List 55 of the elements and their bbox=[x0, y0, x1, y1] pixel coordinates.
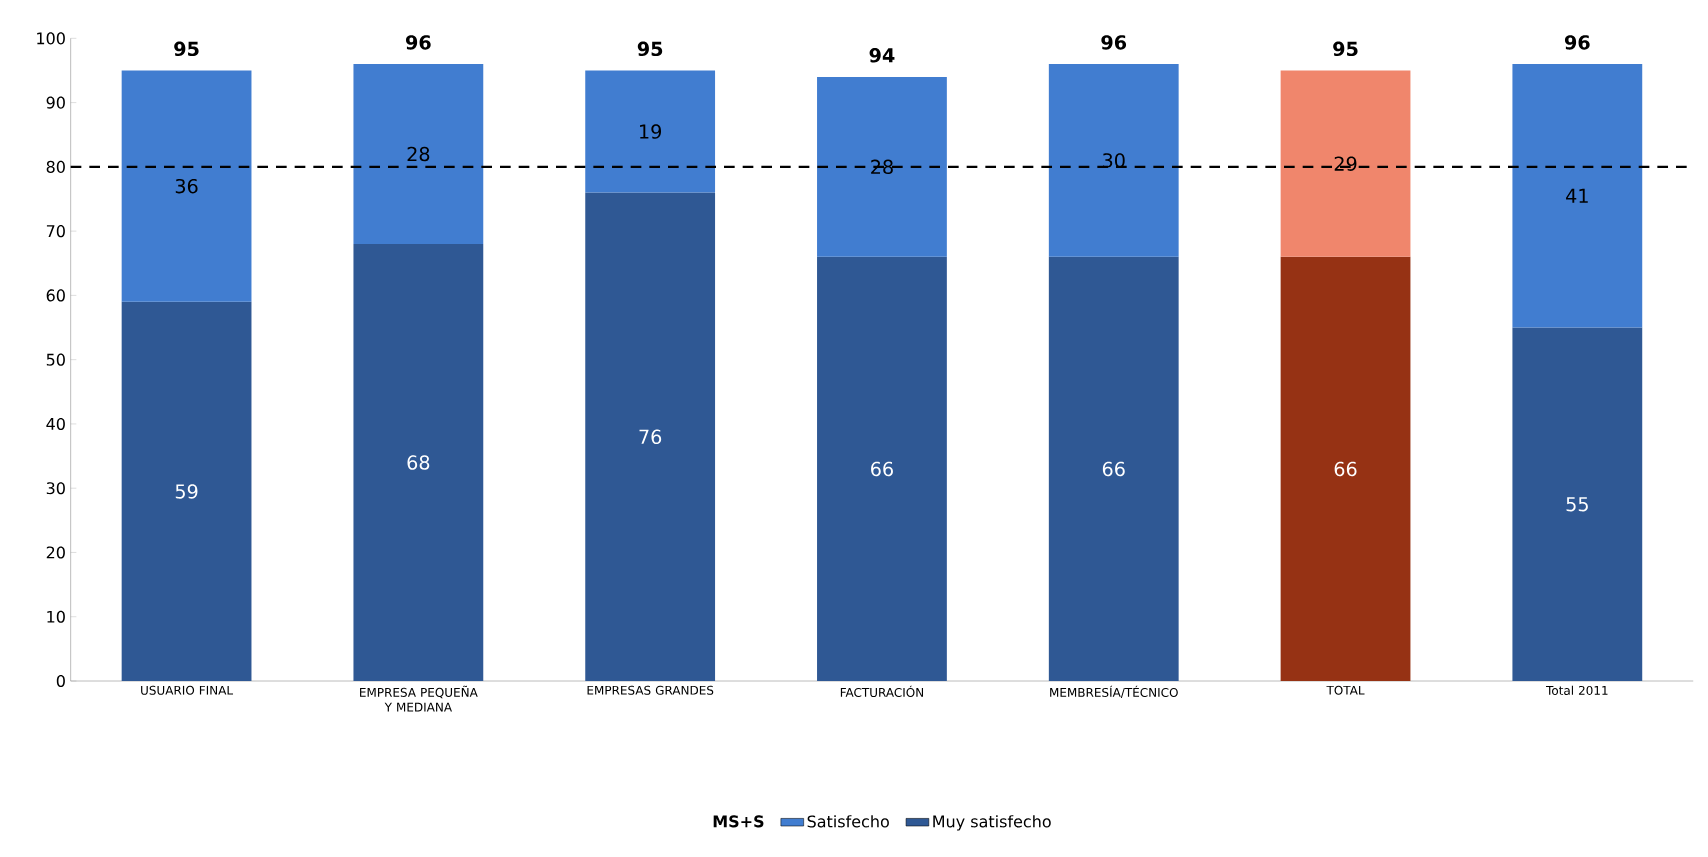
total-label: 95 bbox=[637, 41, 663, 57]
y-tick-label: 10 bbox=[47, 610, 65, 623]
total-label: 95 bbox=[174, 41, 199, 57]
y-tick-label: 0 bbox=[56, 674, 65, 688]
data-label: 55 bbox=[1566, 497, 1588, 512]
total-label: 96 bbox=[406, 35, 431, 50]
y-tick-label: 80 bbox=[46, 160, 65, 173]
bar bbox=[1048, 64, 1179, 257]
data-label: 66 bbox=[1334, 461, 1357, 477]
bar bbox=[121, 70, 252, 302]
bar bbox=[1280, 70, 1411, 257]
bar bbox=[585, 70, 716, 193]
y-tick-label: 50 bbox=[46, 353, 65, 366]
data-label: 36 bbox=[175, 178, 198, 194]
x-tick-label: MEMBRESÍA/TÉCNICO bbox=[1050, 685, 1178, 698]
y-tick-label: 60 bbox=[46, 289, 65, 302]
bar bbox=[353, 64, 484, 244]
data-label: 66 bbox=[1102, 461, 1125, 477]
data-label: 76 bbox=[639, 429, 662, 445]
legend-label: Satisfecho bbox=[807, 815, 889, 828]
legend-label: Muy satisfecho bbox=[933, 815, 1051, 831]
bar bbox=[817, 256, 947, 681]
x-tick-label: USUARIO FINAL bbox=[141, 685, 234, 695]
total-label: 96 bbox=[1101, 35, 1127, 50]
total-label: 94 bbox=[869, 48, 895, 63]
x-tick-label: EMPRESAS GRANDES bbox=[587, 685, 714, 695]
data-label: 29 bbox=[1334, 156, 1357, 171]
data-label: 66 bbox=[871, 461, 893, 477]
legend-title: MS+S bbox=[713, 815, 764, 828]
data-label: 59 bbox=[175, 484, 198, 499]
bar bbox=[1048, 256, 1179, 681]
bar bbox=[353, 243, 484, 681]
y-tick-label: 20 bbox=[46, 546, 65, 559]
bar bbox=[1512, 64, 1643, 328]
data-label: 28 bbox=[407, 146, 430, 162]
x-tick-label: FACTURACIÓN bbox=[840, 685, 924, 698]
bar bbox=[1512, 327, 1643, 681]
bar bbox=[1280, 256, 1411, 681]
data-label: 28 bbox=[871, 159, 893, 175]
bar bbox=[585, 192, 716, 681]
x-tick-label: EMPRESA PEQUEÑA Y MEDIANA bbox=[360, 685, 478, 712]
y-tick-label: 40 bbox=[46, 417, 65, 430]
x-tick-label: TOTAL bbox=[1326, 685, 1365, 695]
bar bbox=[121, 301, 252, 681]
total-label: 96 bbox=[1564, 35, 1590, 50]
total-label: 95 bbox=[1333, 41, 1358, 57]
x-tick-label: Total 2011 bbox=[1546, 685, 1608, 695]
y-tick-label: 90 bbox=[46, 96, 65, 109]
y-tick-label: 100 bbox=[37, 32, 65, 45]
bar bbox=[817, 76, 947, 257]
y-tick-label: 70 bbox=[46, 225, 65, 238]
data-label: 41 bbox=[1566, 188, 1588, 203]
data-label: 19 bbox=[640, 124, 662, 139]
y-tick-label: 30 bbox=[46, 482, 65, 495]
data-label: 68 bbox=[407, 455, 430, 470]
